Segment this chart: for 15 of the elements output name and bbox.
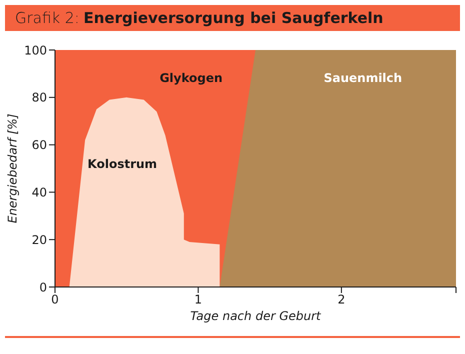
series-label: Kolostrum: [88, 156, 158, 171]
x-tick-label: 1: [194, 292, 202, 307]
y-tick-label: 80: [32, 90, 47, 105]
chart-title: Grafik 2: Energieversorgung bei Saugferkeln: [15, 9, 384, 27]
y-tick-label: 60: [32, 138, 47, 152]
x-axis-title: Tage nach der Geburt: [190, 309, 322, 323]
y-tick-label: 0: [39, 280, 47, 294]
y-tick-label: 100: [24, 43, 47, 58]
y-tick-label: 20: [32, 232, 47, 247]
y-tick-label: 40: [32, 185, 47, 200]
series-label: Glykogen: [160, 71, 223, 86]
y-axis-title: Energiebedarf [%]: [5, 113, 20, 224]
x-tick-label: 0: [51, 292, 59, 307]
series-label: Sauenmilch: [324, 71, 402, 86]
x-tick-label: 2: [338, 292, 346, 307]
